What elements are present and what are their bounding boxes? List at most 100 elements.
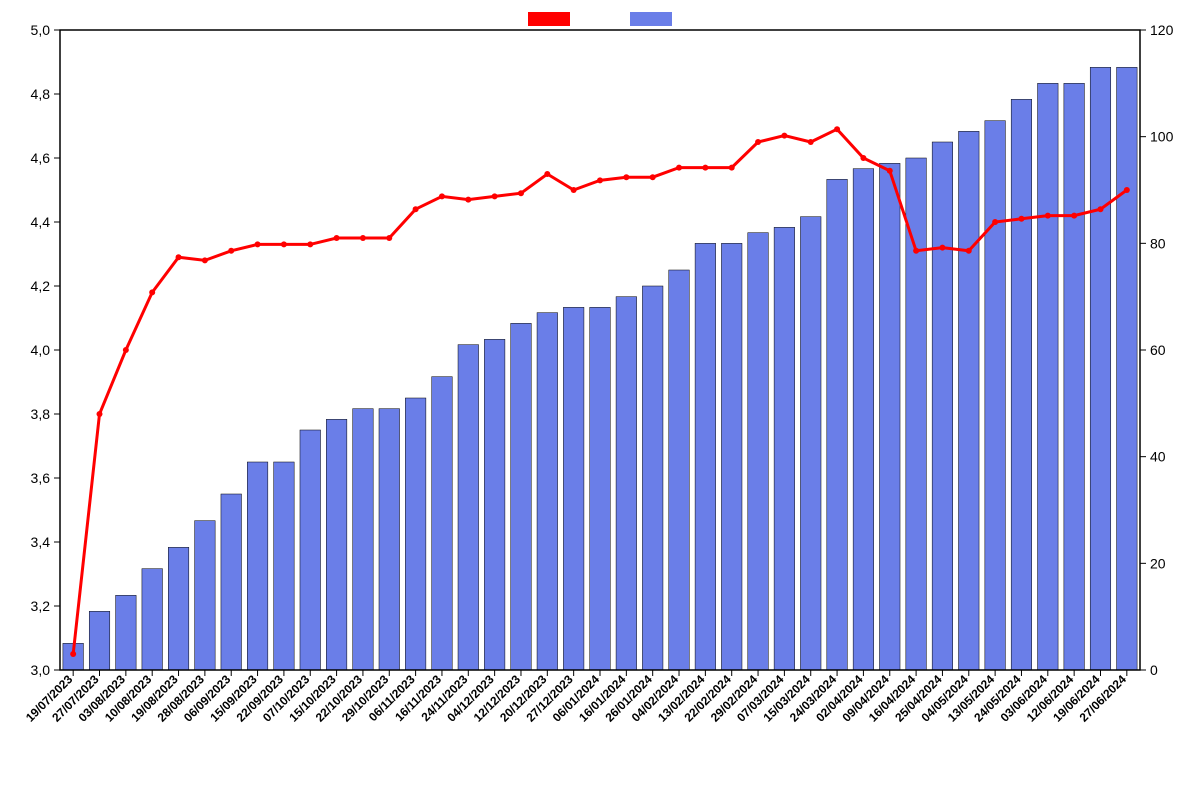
bar (590, 307, 611, 670)
bar (932, 142, 953, 670)
line-marker (492, 193, 498, 199)
line-marker (623, 174, 629, 180)
bar (405, 398, 426, 670)
bar (1011, 99, 1032, 670)
left-axis-tick-label: 4,8 (31, 86, 51, 102)
line-marker (149, 289, 155, 295)
bar (89, 611, 110, 670)
line-marker (834, 126, 840, 132)
line-marker (1124, 187, 1130, 193)
line-marker (1071, 213, 1077, 219)
chart-svg: 3,03,23,43,63,84,04,24,44,64,85,00204060… (0, 0, 1200, 800)
line-marker (70, 651, 76, 657)
right-axis-tick-label: 60 (1150, 342, 1166, 358)
bar (563, 307, 584, 670)
bar (853, 169, 874, 670)
line-marker (439, 193, 445, 199)
bar (879, 163, 900, 670)
bar (432, 377, 453, 670)
bar (1117, 67, 1138, 670)
line-marker (676, 165, 682, 171)
line-marker (1018, 216, 1024, 222)
bar (511, 323, 532, 670)
bar (484, 339, 505, 670)
line-marker (860, 155, 866, 161)
line-marker (386, 235, 392, 241)
left-axis-tick-label: 5,0 (31, 22, 51, 38)
left-axis-tick-label: 3,4 (31, 534, 51, 550)
bar (274, 462, 295, 670)
bar (353, 409, 374, 670)
left-axis-tick-label: 3,2 (31, 598, 51, 614)
bar (906, 158, 927, 670)
bar (669, 270, 690, 670)
left-axis-tick-label: 3,0 (31, 662, 51, 678)
line-marker (307, 241, 313, 247)
line-marker (97, 411, 103, 417)
line-marker (1045, 213, 1051, 219)
legend-swatch (630, 12, 672, 26)
line-marker (992, 219, 998, 225)
line-marker (729, 165, 735, 171)
right-axis-tick-label: 80 (1150, 235, 1166, 251)
bar (116, 595, 137, 670)
bar (142, 569, 163, 670)
line-marker (465, 197, 471, 203)
line-marker (202, 257, 208, 263)
line-marker (781, 133, 787, 139)
left-axis-tick-label: 3,8 (31, 406, 51, 422)
left-axis-tick-label: 4,2 (31, 278, 51, 294)
left-axis-tick-label: 4,6 (31, 150, 51, 166)
bar (195, 521, 216, 670)
line-marker (702, 165, 708, 171)
bar (1038, 83, 1059, 670)
bar (616, 297, 637, 670)
bar (326, 419, 347, 670)
line-marker (887, 168, 893, 174)
bar (721, 243, 742, 670)
line-marker (650, 174, 656, 180)
line-marker (544, 171, 550, 177)
line-marker (808, 139, 814, 145)
bar (168, 547, 189, 670)
line-marker (755, 139, 761, 145)
bar (1090, 67, 1111, 670)
line-marker (966, 248, 972, 254)
bar (642, 286, 663, 670)
line-marker (281, 241, 287, 247)
bar (748, 233, 769, 670)
line-marker (1097, 206, 1103, 212)
line-marker (255, 241, 261, 247)
line-marker (228, 248, 234, 254)
line-marker (913, 248, 919, 254)
left-axis-tick-label: 4,0 (31, 342, 51, 358)
line-marker (123, 347, 129, 353)
line-marker (413, 206, 419, 212)
bar (221, 494, 242, 670)
bar (537, 313, 558, 670)
line-marker (334, 235, 340, 241)
bar (985, 121, 1006, 670)
bar (247, 462, 268, 670)
bar (800, 217, 821, 670)
line-marker (939, 245, 945, 251)
bar (695, 243, 716, 670)
line-marker (518, 190, 524, 196)
right-axis-tick-label: 120 (1150, 22, 1174, 38)
right-axis-tick-label: 40 (1150, 449, 1166, 465)
line-marker (571, 187, 577, 193)
line-marker (597, 177, 603, 183)
bar (458, 345, 479, 670)
bar (774, 227, 795, 670)
left-axis-tick-label: 3,6 (31, 470, 51, 486)
bar (959, 131, 980, 670)
left-axis-tick-label: 4,4 (31, 214, 51, 230)
combo-chart: 3,03,23,43,63,84,04,24,44,64,85,00204060… (0, 0, 1200, 800)
right-axis-tick-label: 20 (1150, 555, 1166, 571)
right-axis-tick-label: 100 (1150, 129, 1174, 145)
bar (1064, 83, 1085, 670)
line-marker (176, 254, 182, 260)
bar (379, 409, 400, 670)
bar (300, 430, 321, 670)
line-marker (360, 235, 366, 241)
